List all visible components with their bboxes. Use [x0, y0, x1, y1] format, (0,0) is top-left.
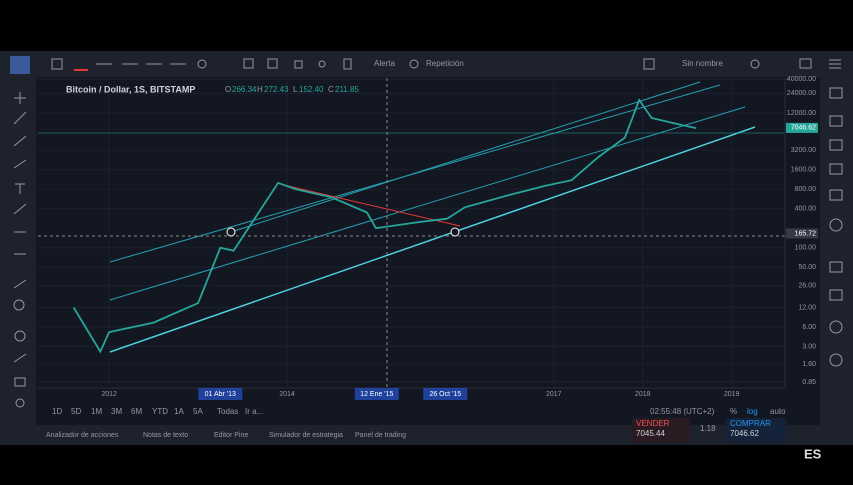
open-label: O — [225, 85, 231, 94]
sell-label: VENDER — [636, 419, 670, 428]
tab[interactable]: Notas de texto — [143, 432, 188, 439]
y-tick-label: 1600.00 — [791, 166, 816, 173]
period-button[interactable]: 6M — [131, 407, 142, 416]
close-value: 211.85 — [335, 85, 359, 94]
axes: 40000.00 24000.00 12000.00 3200.00 1600.00 80… — [101, 76, 818, 400]
y-tick-label: 0.85 — [802, 379, 816, 386]
language-badge: ES — [804, 446, 822, 461]
period-button[interactable]: 1D — [52, 407, 62, 416]
price-label: 7046.62 — [791, 125, 816, 132]
period-button[interactable]: 1A — [174, 407, 184, 416]
buy-box[interactable] — [726, 418, 786, 442]
price-label-box — [786, 228, 818, 239]
x-marker-box — [198, 388, 243, 400]
price-label-box — [786, 122, 818, 133]
right-toolbar — [820, 77, 853, 425]
x-marker-box — [423, 388, 468, 400]
price-label: 165.72 — [795, 230, 817, 237]
low-label: L — [293, 85, 298, 94]
goto-button[interactable]: Ir a... — [245, 407, 263, 416]
y-tick-label: 3200.00 — [791, 147, 816, 154]
y-tick-label: 400.00 — [795, 206, 817, 213]
x-tick-label: 2017 — [546, 391, 562, 398]
x-tick-label: 2018 — [635, 391, 651, 398]
tab-bar — [0, 425, 853, 445]
grid — [38, 78, 785, 388]
trend-channel — [38, 78, 785, 388]
replay-button[interactable]: Repetición — [426, 59, 464, 68]
tab[interactable]: Editor Pine — [214, 432, 248, 439]
alert-button[interactable]: Alerta — [374, 59, 395, 68]
buy-price: 7046.62 — [730, 429, 759, 438]
spread: 1.18 — [700, 424, 716, 433]
drawing-tools — [13, 92, 27, 408]
y-tick-label: 100.00 — [795, 245, 817, 252]
y-tick-label: 1.60 — [802, 361, 816, 368]
period-button[interactable]: 5D — [71, 407, 81, 416]
x-marker-label: 01 Abr '13 — [205, 391, 236, 398]
y-tick-label: 26.00 — [798, 283, 816, 290]
y-tick-label: 12000.00 — [787, 110, 816, 117]
tab[interactable]: Simulador de estrategia — [269, 432, 343, 439]
period-button[interactable]: 5A — [193, 407, 203, 416]
layout-name[interactable]: Sin nombre — [682, 59, 723, 68]
period-button[interactable]: YTD — [152, 407, 168, 416]
period-button[interactable]: Todas — [217, 407, 238, 416]
tab[interactable]: Panel de trading — [355, 432, 406, 439]
low-value: 152.40 — [299, 85, 324, 94]
high-value: 272.43 — [264, 85, 289, 94]
log-toggle[interactable]: log — [747, 407, 758, 416]
avatar[interactable] — [10, 56, 30, 74]
bottom-bar — [38, 403, 820, 421]
y-tick-label: 800.00 — [795, 186, 817, 193]
widget-icons — [829, 87, 843, 367]
y-tick-label: 3.00 — [802, 343, 816, 350]
auto-toggle[interactable]: auto — [770, 407, 786, 416]
y-tick-label: 6.00 — [802, 324, 816, 331]
top-toolbar — [0, 51, 853, 77]
symbol-name[interactable]: Bitcoin / Dollar, 1S, BITSTAMP — [66, 84, 195, 94]
percent-toggle[interactable]: % — [730, 407, 737, 416]
buy-label: COMPRAR — [730, 419, 771, 428]
x-marker-label: 12 Ene '15 — [360, 391, 393, 398]
clock: 02:55:48 (UTC+2) — [650, 407, 715, 416]
y-tick-label: 40000.00 — [787, 76, 816, 83]
left-toolbar — [0, 77, 36, 425]
x-tick-label: 2012 — [101, 391, 117, 398]
y-tick-label: 50.00 — [798, 264, 816, 271]
high-label: H — [257, 85, 263, 94]
y-tick-label: 12.00 — [798, 304, 816, 311]
price-line — [72, 98, 697, 354]
x-tick-label: 2019 — [724, 391, 740, 398]
toolbar-icons — [51, 58, 841, 70]
period-button[interactable]: 3M — [111, 407, 122, 416]
x-marker-box — [354, 388, 399, 400]
series-layer — [72, 98, 697, 354]
x-tick-label: 2014 — [279, 391, 295, 398]
sell-price: 7045.44 — [636, 429, 665, 438]
y-tick-label: 24000.00 — [787, 90, 816, 97]
x-marker-label: 26 Oct '15 — [429, 391, 461, 398]
period-button[interactable]: 1M — [91, 407, 102, 416]
open-value: 266.34 — [232, 85, 257, 94]
sell-box[interactable] — [632, 418, 690, 442]
tabs: Analizador de acciones Notas de texto Edit… — [46, 432, 406, 439]
tab[interactable]: Analizador de acciones — [46, 432, 119, 439]
close-label: C — [328, 85, 334, 94]
period-buttons: 1D 5D 1M 3M 6M YTD 1A 5A Todas — [52, 407, 238, 416]
chart-pane[interactable] — [38, 78, 785, 388]
